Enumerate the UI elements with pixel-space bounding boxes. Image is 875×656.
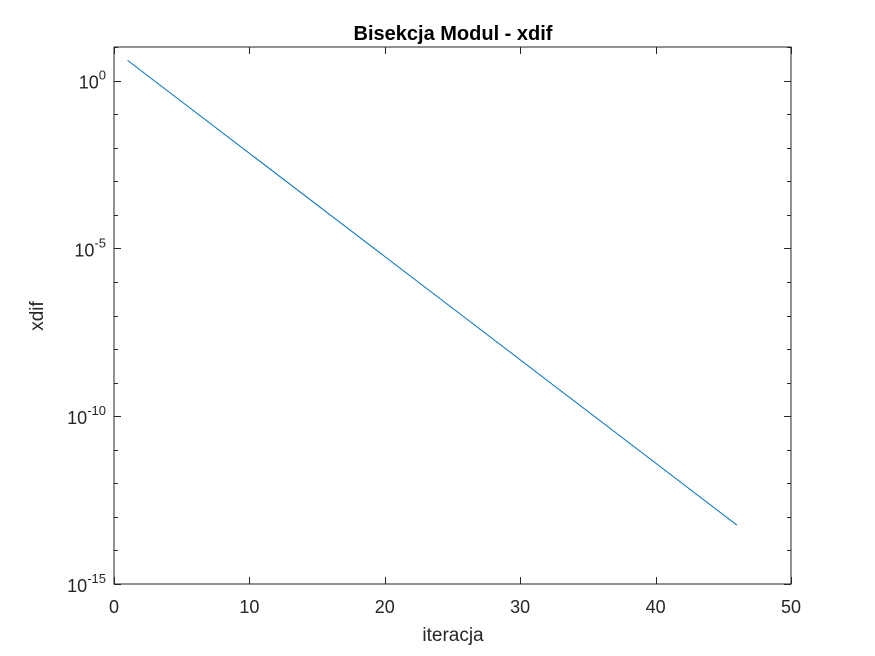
axes-box <box>113 46 792 585</box>
series-line <box>127 59 738 526</box>
x-tick-label: 20 <box>375 597 395 617</box>
x-tick-label: 50 <box>781 597 801 617</box>
y-axis-title: xdif <box>27 301 48 331</box>
y-tick-label: 100 <box>79 68 106 93</box>
y-tick-label: 10-15 <box>67 571 106 596</box>
x-tick-label: 40 <box>646 597 666 617</box>
x-axis-title: iteracja <box>422 625 484 646</box>
x-tick-label: 10 <box>239 597 259 617</box>
x-tick-label: 0 <box>109 597 119 617</box>
plot-layer <box>127 59 738 526</box>
chart-title: Bisekcja Modul - xdif <box>354 23 553 45</box>
y-tick-label: 10-5 <box>74 235 106 260</box>
labels-layer: 0 10 20 30 40 50 10-15 10-10 10-5 100 <box>67 68 801 617</box>
y-tick-label: 10-10 <box>67 403 106 428</box>
x-tick-label: 30 <box>510 597 530 617</box>
